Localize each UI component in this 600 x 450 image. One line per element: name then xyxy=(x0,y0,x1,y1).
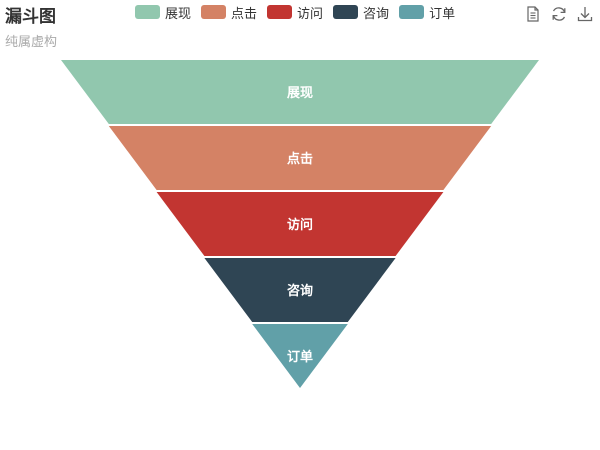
funnel-label-inquiry: 咨询 xyxy=(287,283,313,299)
save-image-button[interactable] xyxy=(576,5,594,23)
legend: 展现 点击 访问 咨询 订单 xyxy=(135,3,465,22)
legend-label: 点击 xyxy=(231,6,258,22)
legend-label: 咨询 xyxy=(363,6,390,22)
save-image-icon xyxy=(577,7,593,22)
funnel-segment-order[interactable] xyxy=(252,324,348,388)
funnel-label-visit: 访问 xyxy=(287,217,313,233)
legend-swatch xyxy=(399,5,425,19)
funnel-label-order: 订单 xyxy=(287,349,313,365)
legend-label: 访问 xyxy=(297,6,324,22)
chart-subtitle: 纯属虚构 xyxy=(5,35,58,50)
funnel-segment-visit[interactable] xyxy=(156,192,444,256)
funnel-label-impression: 展现 xyxy=(287,86,313,101)
funnel-segment-impression[interactable] xyxy=(61,60,539,124)
data-view-button[interactable] xyxy=(524,5,542,23)
restore-icon xyxy=(552,7,566,21)
legend-item-1[interactable]: 点击 xyxy=(201,3,257,22)
legend-swatch xyxy=(333,5,359,19)
legend-item-0[interactable]: 展现 xyxy=(135,3,191,22)
legend-label: 展现 xyxy=(165,6,192,22)
funnel-segment-inquiry[interactable] xyxy=(204,258,396,322)
data-view-icon xyxy=(527,6,539,22)
toolbox xyxy=(516,5,594,23)
funnel-segment-click[interactable] xyxy=(108,126,492,190)
restore-button[interactable] xyxy=(550,5,568,23)
legend-swatch xyxy=(135,5,160,19)
legend-swatch xyxy=(267,5,293,19)
legend-swatch xyxy=(201,5,227,19)
chart-title: 漏斗图 xyxy=(5,7,56,27)
funnel-label-click: 点击 xyxy=(287,151,313,167)
legend-label: 订单 xyxy=(429,6,456,22)
legend-item-3[interactable]: 咨询 xyxy=(333,3,389,22)
legend-item-4[interactable]: 订单 xyxy=(399,3,455,22)
legend-item-2[interactable]: 访问 xyxy=(267,3,323,22)
